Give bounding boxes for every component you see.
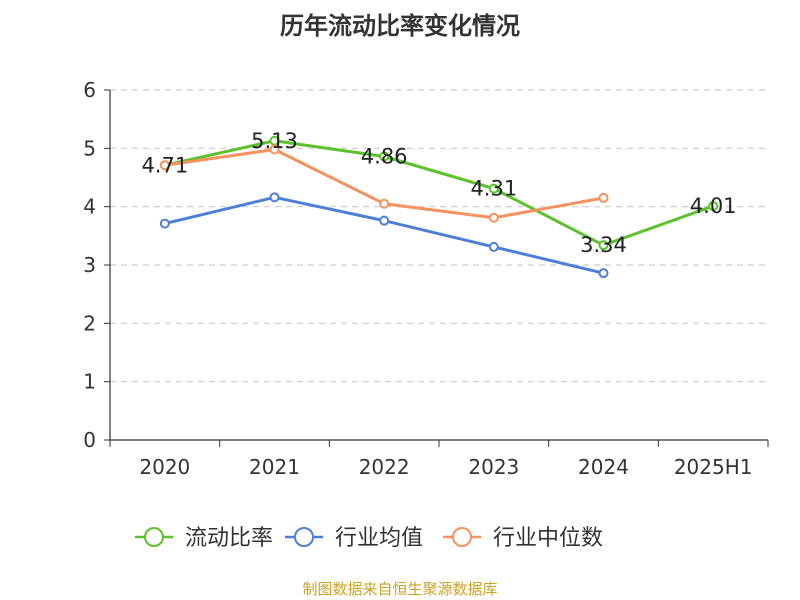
source-note: 制图数据来自恒生聚源数据库 bbox=[302, 580, 498, 598]
data-point-2-0 bbox=[159, 160, 170, 171]
legend-item-2: 行业中位数 bbox=[443, 526, 603, 551]
data-point-0-3 bbox=[488, 183, 499, 194]
data-point-1-4 bbox=[598, 268, 609, 279]
axes: 0 1 2 3 4 5 6 2020 2021 2022 2023 2024 2025H1 bbox=[83, 78, 769, 479]
y-tick-label-0: 0 bbox=[83, 428, 96, 452]
data-label-4: 3.34 bbox=[580, 233, 627, 257]
legend-item-1: 行业均值 bbox=[285, 526, 423, 551]
y-tick-label-3: 3 bbox=[83, 253, 96, 277]
data-label-0: 4.71 bbox=[141, 153, 188, 177]
data-point-2-2 bbox=[379, 198, 390, 209]
x-tick-label-2021: 2021 bbox=[249, 455, 300, 479]
data-point-1-3 bbox=[488, 241, 499, 252]
x-tick-label-2025H1: 2025H1 bbox=[674, 455, 753, 479]
x-tick-label-2024: 2024 bbox=[578, 455, 629, 479]
x-tick-label-2022: 2022 bbox=[359, 455, 410, 479]
data-label-2: 4.86 bbox=[361, 145, 408, 169]
y-tick-label-2: 2 bbox=[83, 311, 96, 335]
y-tick-label-5: 5 bbox=[83, 136, 96, 160]
series-line-0 bbox=[164, 139, 714, 247]
x-tick-label-2023: 2023 bbox=[468, 455, 519, 479]
data-point-2-1 bbox=[269, 144, 280, 155]
legend: 流动比率 行业均值 行业中位数 bbox=[135, 526, 603, 551]
data-point-1-0 bbox=[159, 218, 170, 229]
data-point-0-4 bbox=[598, 240, 609, 251]
chart-title: 历年流动比率变化情况 bbox=[280, 12, 520, 40]
data-label-3: 4.31 bbox=[470, 177, 517, 201]
y-tick-label-1: 1 bbox=[83, 370, 96, 394]
legend-marker bbox=[144, 527, 164, 547]
legend-marker bbox=[294, 527, 314, 547]
y-tick-label-6: 6 bbox=[83, 78, 96, 102]
grid-lines bbox=[110, 89, 768, 383]
data-point-0-2 bbox=[379, 151, 390, 162]
legend-item-0: 流动比率 bbox=[135, 526, 273, 551]
data-label-1: 5.13 bbox=[251, 129, 298, 153]
data-point-2-4 bbox=[598, 192, 609, 203]
data-labels: 4.71 5.13 4.86 4.31 3.34 4.01 bbox=[141, 129, 736, 257]
legend-label: 行业中位数 bbox=[493, 526, 603, 551]
data-label-5: 4.01 bbox=[690, 194, 737, 218]
series-lines bbox=[159, 135, 719, 279]
data-point-2-3 bbox=[488, 212, 499, 223]
data-point-1-2 bbox=[379, 215, 390, 226]
legend-label: 行业均值 bbox=[335, 526, 423, 551]
y-tick-label-4: 4 bbox=[83, 195, 96, 219]
legend-label: 流动比率 bbox=[185, 526, 273, 551]
x-tick-label-2020: 2020 bbox=[139, 455, 190, 479]
data-point-1-1 bbox=[269, 192, 280, 203]
data-point-0-5 bbox=[708, 201, 719, 212]
legend-marker bbox=[452, 527, 472, 547]
